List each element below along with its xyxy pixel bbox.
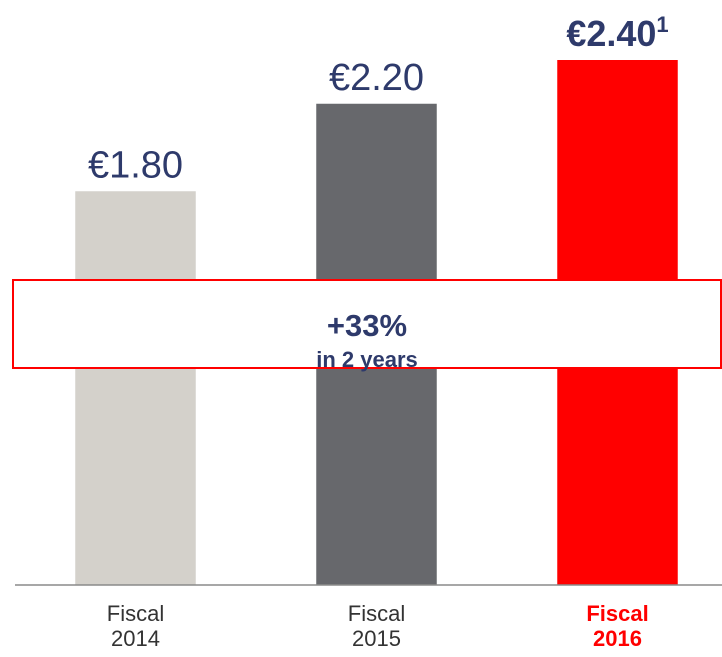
footnote-marker: 1 <box>656 12 668 37</box>
annotation-change: +33% <box>327 308 407 343</box>
value-label: €2.401 <box>566 12 668 54</box>
x-tick-label: Fiscal 2015 <box>348 601 405 651</box>
x-tick-label: Fiscal 2016 <box>586 601 648 651</box>
bar <box>75 191 196 585</box>
x-tick-label: Fiscal 2014 <box>107 601 164 651</box>
value-label: €1.80 <box>88 144 183 186</box>
value-label: €2.20 <box>329 57 424 99</box>
annotation-period: in 2 years <box>316 347 418 372</box>
annotation-box <box>12 279 722 369</box>
